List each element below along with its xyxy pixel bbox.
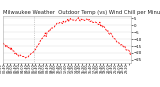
Text: 23:20: 23:20 [124, 63, 128, 73]
Text: 01:20: 01:20 [6, 63, 10, 73]
Text: Milwaukee Weather  Outdoor Temp (vs) Wind Chill per Minute (Last 24 Hours): Milwaukee Weather Outdoor Temp (vs) Wind… [3, 10, 160, 15]
Text: 19:20: 19:20 [103, 63, 107, 73]
Text: 22:00: 22:00 [117, 63, 121, 73]
Text: 22:40: 22:40 [121, 63, 125, 73]
Text: 08:40: 08:40 [46, 63, 50, 73]
Text: 18:00: 18:00 [96, 63, 100, 73]
Text: 04:00: 04:00 [21, 63, 25, 73]
Text: 06:00: 06:00 [31, 63, 35, 73]
Text: 03:20: 03:20 [17, 63, 21, 73]
Text: 07:20: 07:20 [39, 63, 43, 73]
Text: 12:40: 12:40 [67, 63, 71, 73]
Text: 21:20: 21:20 [114, 63, 118, 73]
Text: 17:20: 17:20 [92, 63, 96, 73]
Text: 14:00: 14:00 [74, 63, 78, 73]
Text: 18:40: 18:40 [100, 63, 104, 73]
Text: 16:00: 16:00 [85, 63, 89, 73]
Text: 00:00: 00:00 [0, 63, 3, 73]
Text: 02:40: 02:40 [14, 63, 18, 73]
Text: 13:20: 13:20 [71, 63, 75, 73]
Text: 15:20: 15:20 [82, 63, 86, 73]
Text: 14:40: 14:40 [78, 63, 82, 73]
Text: 08:00: 08:00 [42, 63, 46, 73]
Text: 10:00: 10:00 [53, 63, 57, 73]
Text: 00:40: 00:40 [3, 63, 7, 73]
Text: 16:40: 16:40 [89, 63, 93, 73]
Text: 04:40: 04:40 [24, 63, 28, 73]
Text: 20:40: 20:40 [110, 63, 114, 73]
Text: 05:20: 05:20 [28, 63, 32, 73]
Text: 02:00: 02:00 [10, 63, 14, 73]
Text: 10:40: 10:40 [56, 63, 60, 73]
Text: 12:00: 12:00 [64, 63, 68, 73]
Text: 06:40: 06:40 [35, 63, 39, 73]
Text: 20:00: 20:00 [107, 63, 111, 73]
Text: 11:20: 11:20 [60, 63, 64, 73]
Text: 09:20: 09:20 [49, 63, 53, 73]
